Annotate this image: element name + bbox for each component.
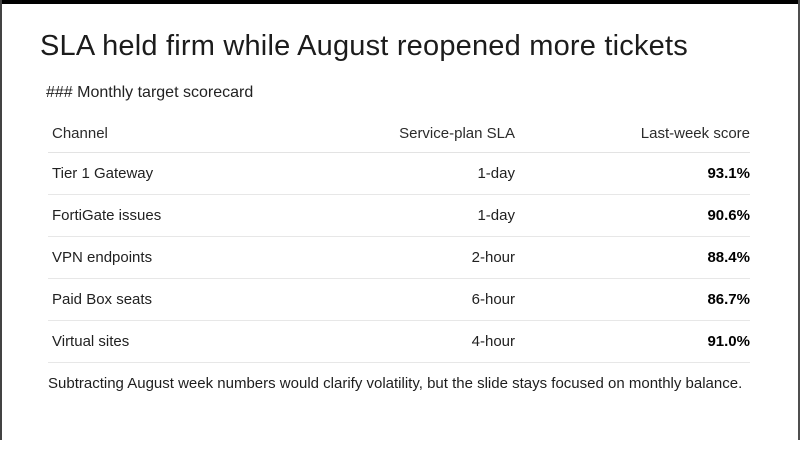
table-row: Paid Box seats 6-hour 86.7% xyxy=(48,279,750,322)
column-header-channel: Channel xyxy=(52,125,108,143)
score-cell: 90.6% xyxy=(707,207,750,225)
channel-cell: FortiGate issues xyxy=(52,207,162,225)
sla-cell: 1-day xyxy=(477,207,515,225)
scorecard-table: Channel Service-plan SLA Last-week score… xyxy=(48,115,750,364)
slide-top-bar xyxy=(2,0,798,4)
table-row: Virtual sites 4-hour 91.0% xyxy=(48,321,750,364)
sla-cell: 4-hour xyxy=(471,333,515,351)
score-cell: 93.1% xyxy=(707,165,750,183)
channel-cell: Virtual sites xyxy=(52,333,130,351)
sla-cell: 6-hour xyxy=(471,291,515,309)
sla-cell: 2-hour xyxy=(471,249,515,267)
channel-cell: VPN endpoints xyxy=(52,249,153,267)
table-row: VPN endpoints 2-hour 88.4% xyxy=(48,237,750,280)
column-header-score: Last-week score xyxy=(640,125,750,143)
slide-title: SLA held firm while August reopened more… xyxy=(40,30,688,62)
score-cell: 88.4% xyxy=(707,249,750,267)
score-cell: 86.7% xyxy=(707,291,750,309)
score-cell: 91.0% xyxy=(707,333,750,351)
table-row: Tier 1 Gateway 1-day 93.1% xyxy=(48,153,750,196)
table-row: FortiGate issues 1-day 90.6% xyxy=(48,195,750,238)
table-header-row: Channel Service-plan SLA Last-week score xyxy=(48,115,750,154)
slide: SLA held firm while August reopened more… xyxy=(0,0,800,440)
channel-cell: Tier 1 Gateway xyxy=(52,165,154,183)
channel-cell: Paid Box seats xyxy=(52,291,153,309)
sla-cell: 1-day xyxy=(477,165,515,183)
column-header-sla: Service-plan SLA xyxy=(399,125,515,143)
slide-footnote: Subtracting August week numbers would cl… xyxy=(48,375,743,393)
slide-subtitle: ### Monthly target scorecard xyxy=(46,84,254,102)
